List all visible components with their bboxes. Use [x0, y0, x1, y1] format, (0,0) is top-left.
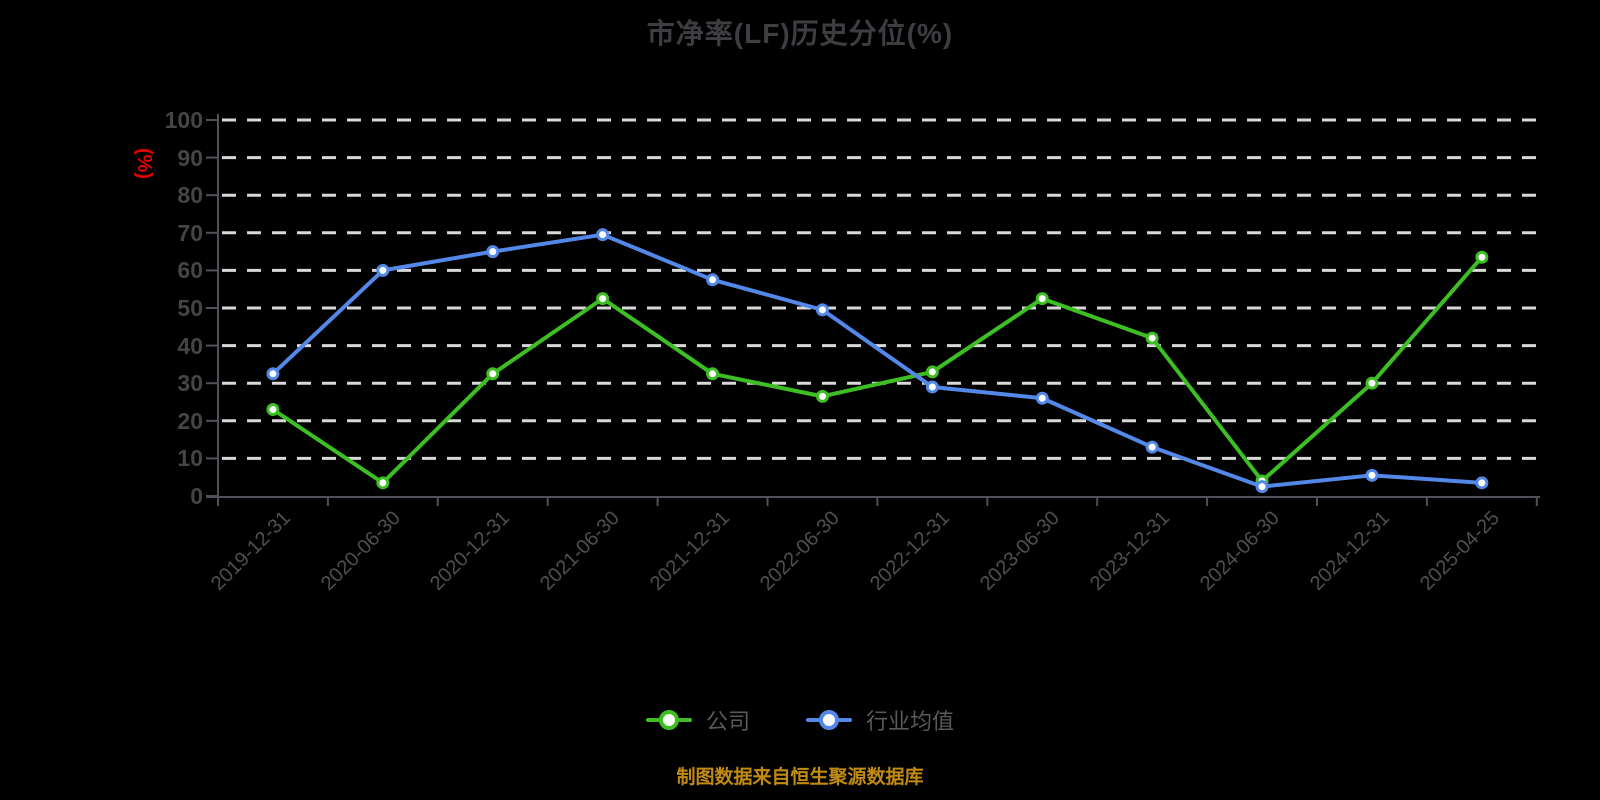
- y-axis-tick-label: 0: [190, 483, 203, 509]
- legend-item-company[interactable]: 公司: [645, 704, 750, 736]
- data-point-industry[interactable]: [925, 380, 939, 394]
- y-axis-tick-label: 70: [177, 219, 203, 246]
- data-point-company[interactable]: [596, 292, 610, 306]
- data-point-company[interactable]: [1365, 376, 1379, 390]
- data-point-industry[interactable]: [596, 228, 610, 242]
- data-point-company[interactable]: [815, 389, 829, 403]
- y-axis-tick-label: 20: [177, 407, 203, 434]
- data-point-company[interactable]: [486, 367, 500, 381]
- data-point-industry[interactable]: [486, 245, 500, 259]
- data-point-industry[interactable]: [1475, 476, 1489, 490]
- legend-item-industry[interactable]: 行业均值: [806, 704, 954, 736]
- y-axis-tick-label: 40: [177, 332, 203, 359]
- legend-label-company: 公司: [705, 709, 750, 734]
- y-axis-tick-label: 10: [177, 445, 203, 472]
- data-point-industry[interactable]: [1035, 391, 1049, 405]
- chart-title: 市净率(LF)历史分位(%): [646, 18, 954, 49]
- data-point-company[interactable]: [706, 367, 720, 381]
- company-series-marker-icon: [645, 709, 692, 731]
- data-point-industry[interactable]: [706, 273, 720, 287]
- data-point-industry[interactable]: [1145, 440, 1159, 454]
- y-axis-tick-label: 50: [177, 295, 203, 321]
- data-point-industry[interactable]: [376, 263, 390, 277]
- data-point-company[interactable]: [1035, 292, 1049, 306]
- y-axis-tick-label: 100: [164, 107, 203, 133]
- data-source-note: 制图数据来自恒生聚源数据库: [676, 767, 924, 788]
- legend-label-industry: 行业均值: [866, 709, 955, 734]
- y-axis-tick-label: 90: [177, 144, 203, 171]
- data-point-industry[interactable]: [266, 367, 280, 381]
- y-axis-tick-label: 30: [177, 370, 203, 397]
- chart-legend: 公司 行业均值: [0, 704, 1600, 736]
- data-point-company[interactable]: [1475, 250, 1489, 264]
- y-axis-tick-label: 60: [177, 257, 203, 284]
- series-line-industry: [270, 232, 1484, 489]
- data-point-industry[interactable]: [815, 303, 829, 317]
- data-point-industry[interactable]: [1365, 468, 1379, 482]
- data-point-company[interactable]: [376, 476, 390, 490]
- y-axis-tick-label: 80: [177, 182, 203, 209]
- data-point-industry[interactable]: [1255, 480, 1269, 494]
- data-point-company[interactable]: [925, 365, 939, 379]
- industry-series-marker-icon: [806, 709, 852, 731]
- data-point-company[interactable]: [1145, 331, 1159, 345]
- series-line-company: [270, 255, 1484, 485]
- data-point-company[interactable]: [266, 403, 280, 417]
